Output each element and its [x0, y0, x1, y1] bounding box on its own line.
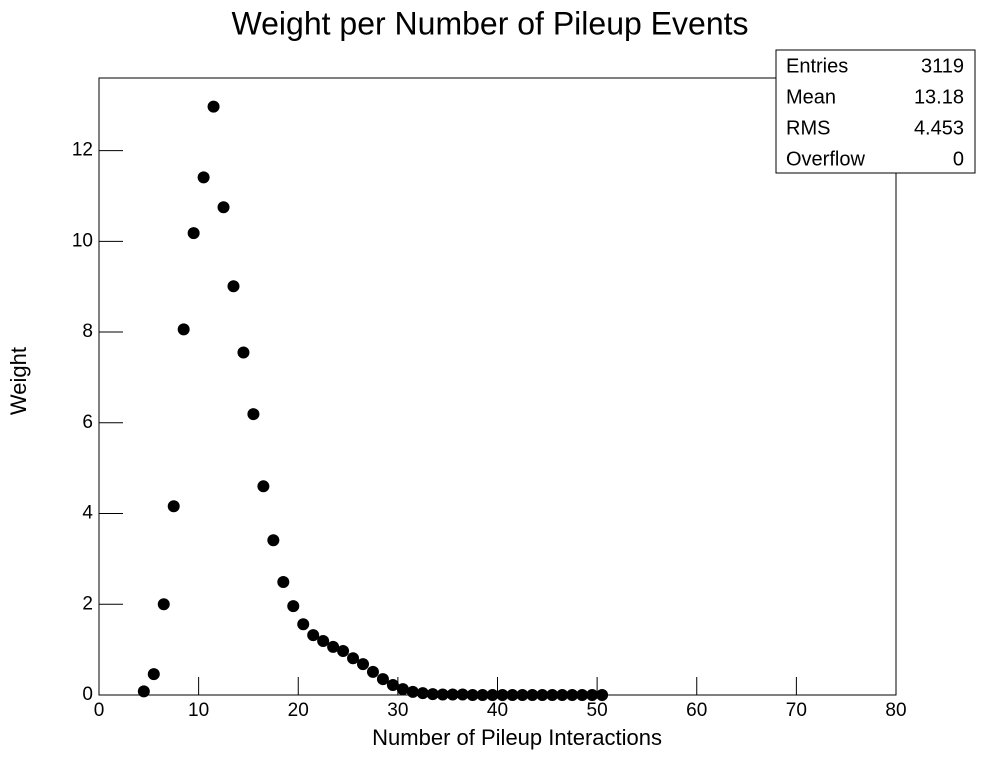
y-tick-label: 10 [72, 230, 93, 251]
point [586, 689, 599, 701]
point [147, 668, 160, 681]
point [466, 689, 479, 701]
point [396, 683, 409, 696]
stats-label: Overflow [786, 148, 865, 170]
point [506, 689, 519, 701]
stats-frame [775, 49, 976, 174]
x-tick-label: 30 [387, 700, 408, 721]
point [456, 688, 469, 701]
y-tick-label: 8 [82, 321, 93, 342]
point [207, 100, 220, 113]
point [536, 689, 549, 701]
stats-value: 3119 [921, 55, 964, 77]
point [566, 689, 579, 701]
x-tick-label: 60 [686, 700, 707, 721]
x-tick-label: 10 [188, 700, 209, 721]
x-tick-label: 0 [94, 700, 105, 721]
y-axis-title: Weight [6, 347, 31, 415]
point [327, 640, 340, 653]
point [247, 408, 260, 421]
stats-label: Mean [786, 86, 836, 108]
point [297, 618, 310, 631]
point [237, 346, 250, 359]
point [347, 652, 360, 665]
stats-label: RMS [786, 117, 830, 139]
point [546, 689, 559, 701]
point [217, 201, 230, 214]
point [376, 673, 389, 686]
point [576, 689, 589, 701]
y-tick-label: 4 [82, 503, 93, 524]
point [386, 679, 399, 692]
point [556, 689, 569, 701]
point [486, 689, 499, 701]
point [157, 598, 170, 611]
point [177, 323, 190, 336]
stats-label: Entries [786, 55, 848, 77]
y-tick-label: 2 [82, 593, 93, 614]
x-tick-label: 70 [786, 700, 807, 721]
point [366, 665, 379, 678]
point [426, 688, 439, 701]
point [416, 687, 429, 700]
point [227, 280, 240, 293]
point [496, 689, 509, 701]
point [307, 629, 320, 642]
y-tick-label: 12 [72, 140, 93, 161]
x-axis-title: Number of Pileup Interactions [372, 725, 662, 750]
y-tick-label: 6 [82, 412, 93, 433]
x-tick-label: 50 [587, 700, 608, 721]
point [267, 534, 280, 547]
point [446, 688, 459, 701]
chart-title: Weight per Number of Pileup Events [232, 5, 749, 41]
point [137, 685, 150, 698]
stats-value: 13.18 [914, 86, 964, 108]
stats-box: Entries 3119 Mean 13.18 RMS 4.453 Overflow 0 [775, 49, 976, 174]
point [596, 689, 609, 701]
point [167, 500, 180, 513]
point [436, 688, 449, 701]
stats-value: 4.453 [914, 117, 964, 139]
x-tick-label: 20 [288, 700, 309, 721]
x-tick-label: 40 [487, 700, 508, 721]
x-tick-label: 80 [885, 700, 906, 721]
point [357, 658, 370, 671]
point [187, 227, 200, 240]
point [337, 644, 350, 657]
y-tick-label: 0 [82, 684, 93, 705]
stats-value: 0 [953, 148, 964, 170]
point [317, 635, 330, 648]
point [526, 689, 539, 701]
point [516, 689, 529, 701]
point [257, 480, 270, 493]
point [406, 685, 419, 698]
point [277, 576, 290, 589]
point [476, 689, 489, 701]
point [287, 600, 300, 613]
point [197, 171, 210, 184]
